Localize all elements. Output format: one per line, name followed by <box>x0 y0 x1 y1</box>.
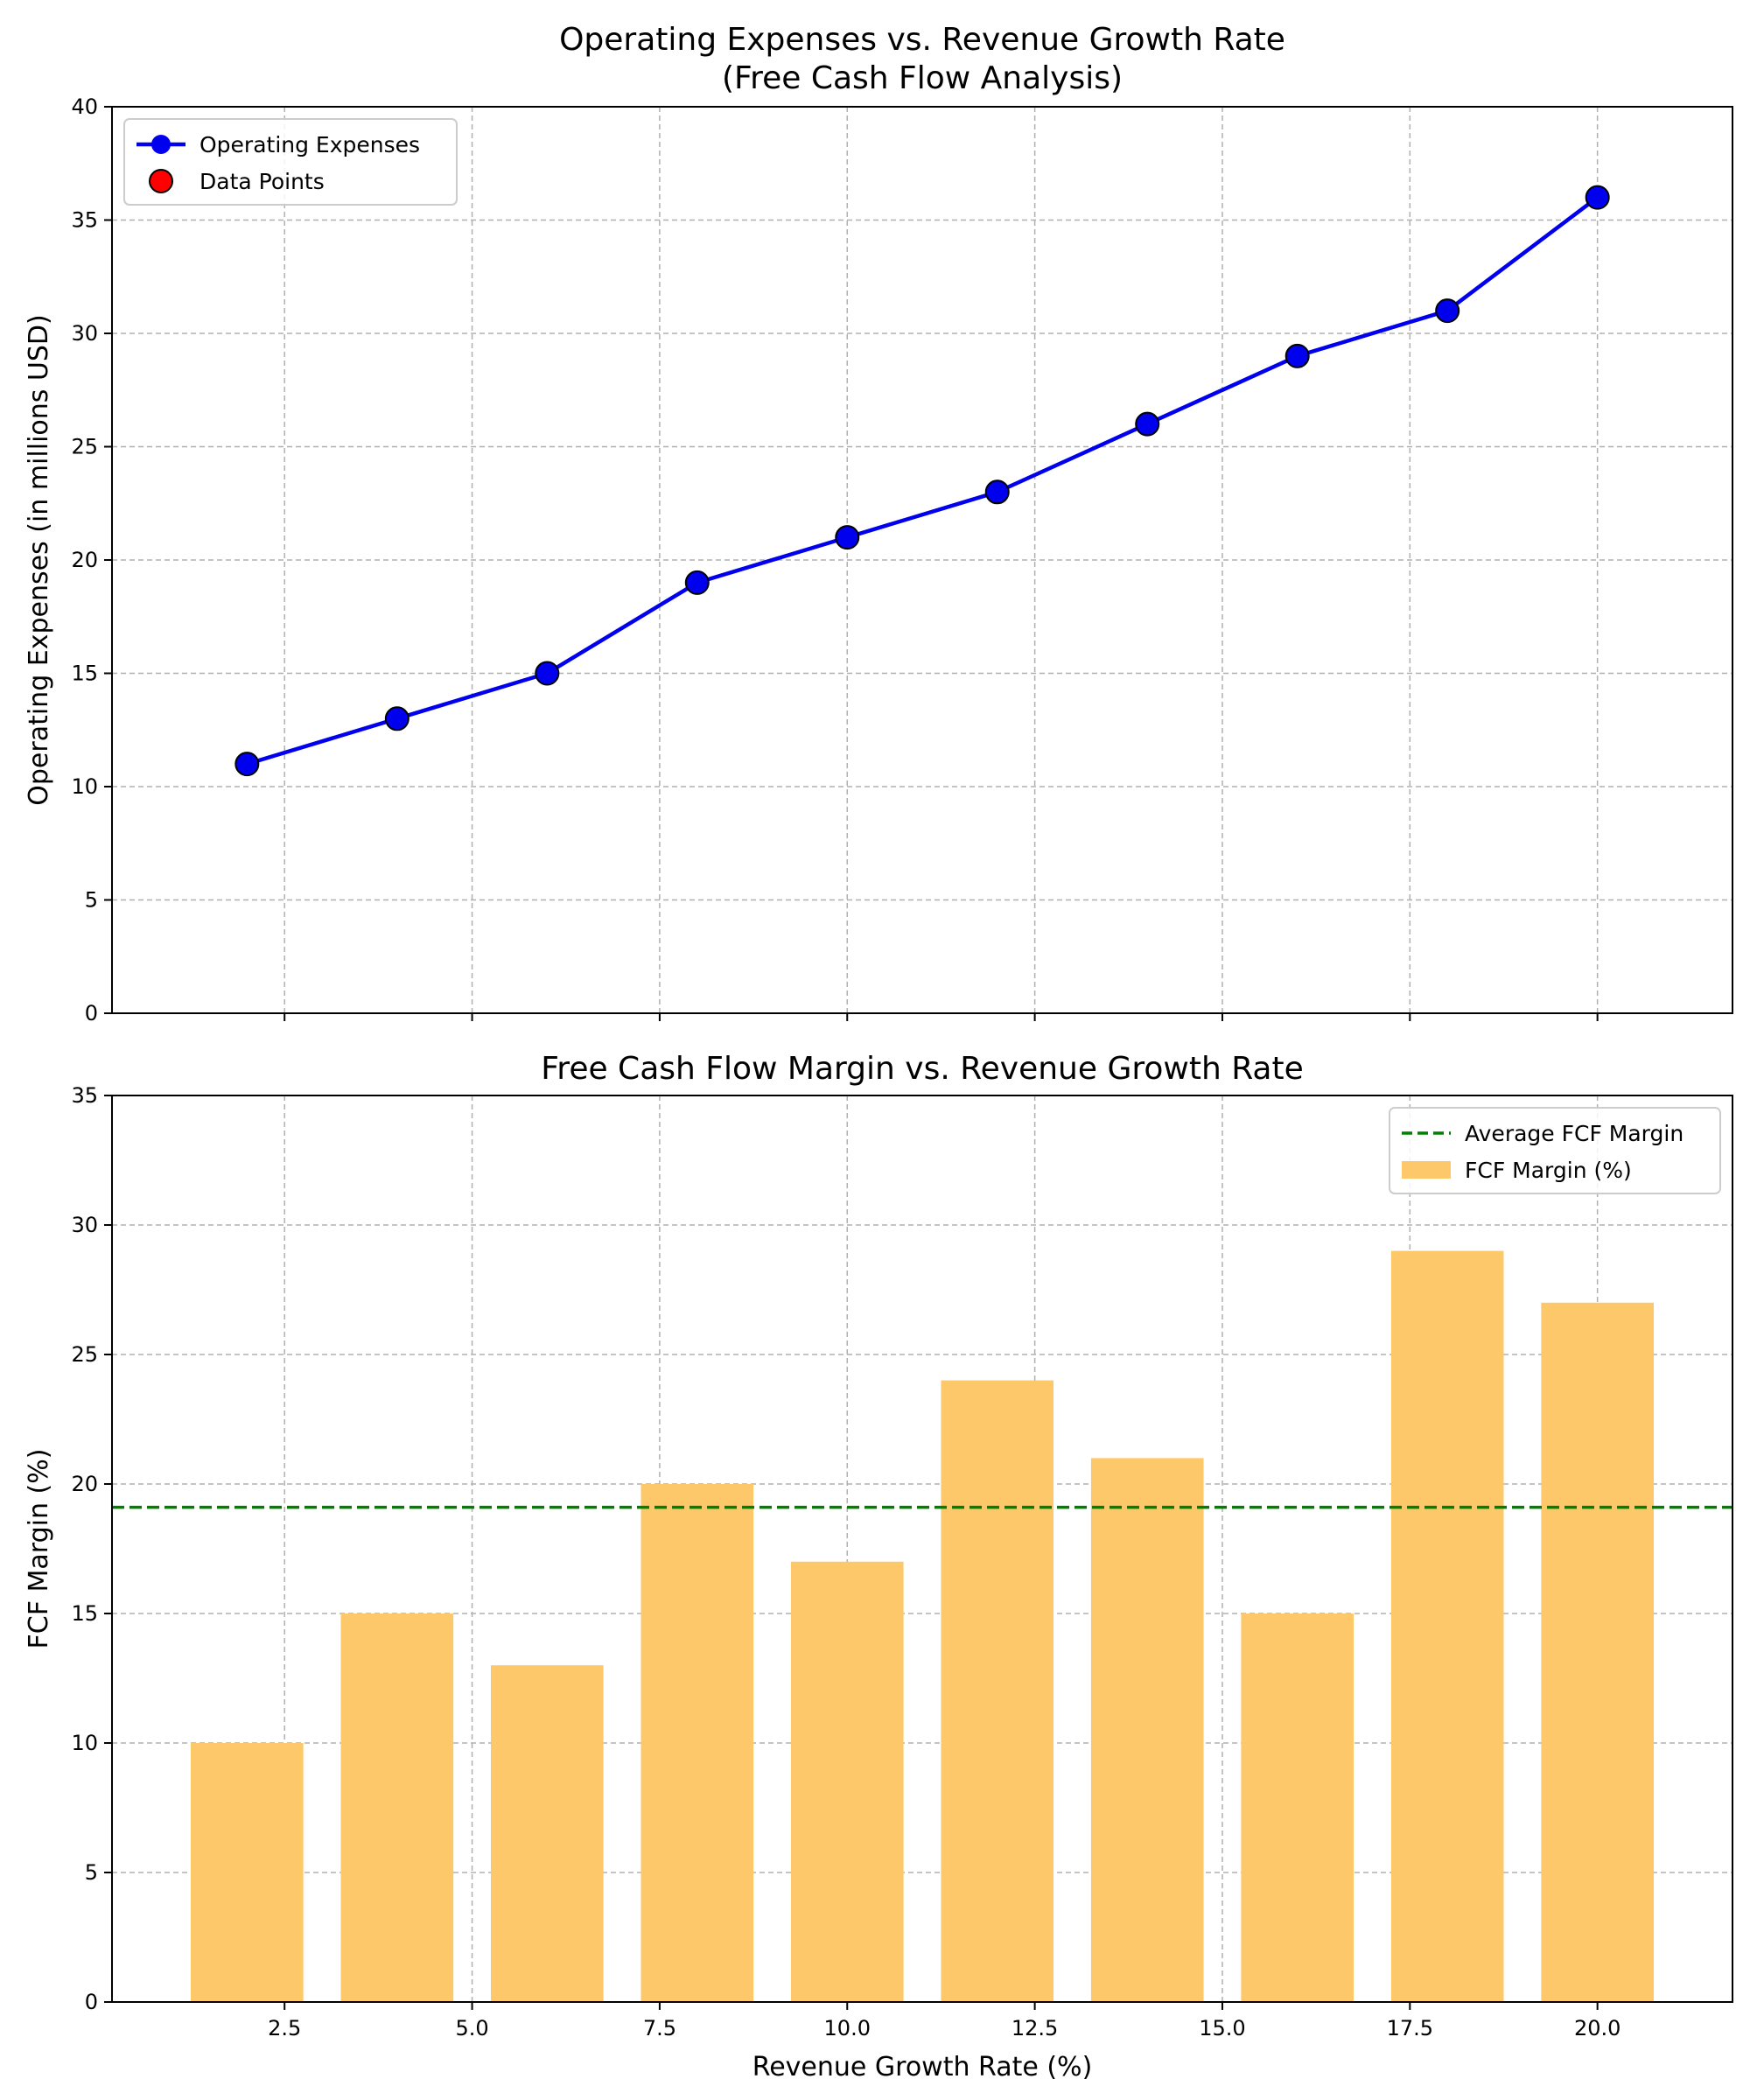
x-tick-label: 7.5 <box>643 2016 676 2040</box>
bar <box>340 1614 454 2002</box>
data-point <box>384 706 410 732</box>
y-tick-label: 15 <box>71 662 98 686</box>
legend-marker-swatch <box>149 169 173 193</box>
x-tick-label: 12.5 <box>1012 2016 1058 2040</box>
legend-label: Data Points <box>200 169 325 194</box>
data-point <box>684 570 710 595</box>
y-tick-label: 35 <box>71 1083 98 1108</box>
x-tick-label: 15.0 <box>1199 2016 1245 2040</box>
y-tick-label: 10 <box>71 774 98 799</box>
y-tick-label: 40 <box>71 94 98 119</box>
x-axis-ticks <box>284 1013 1599 1021</box>
y-tick-label: 5 <box>85 888 98 913</box>
y-tick-label: 35 <box>71 208 98 233</box>
y-axis-ticks: 0 5 10 15 20 25 30 35 <box>71 1083 112 2014</box>
legend-box <box>123 118 458 206</box>
chart-title-line: (Free Cash Flow Analysis) <box>722 60 1123 96</box>
legend-marker-swatch <box>151 135 171 154</box>
y-tick-label: 15 <box>71 1601 98 1626</box>
y-tick-label: 25 <box>71 435 98 459</box>
data-point <box>1284 343 1310 368</box>
x-tick-label: 2.5 <box>268 2016 301 2040</box>
y-tick-label: 25 <box>71 1342 98 1367</box>
bar <box>1090 1458 1204 2002</box>
y-tick-label: 20 <box>71 1472 98 1496</box>
x-tick-label: 17.5 <box>1387 2016 1433 2040</box>
x-tick-label: 20.0 <box>1574 2016 1620 2040</box>
operating-expenses-chart: 0 5 10 15 20 25 30 35 40 Operating Expenses vs. R… <box>24 22 1733 1026</box>
y-tick-label: 30 <box>71 321 98 346</box>
y-axis-ticks: 0 5 10 15 20 25 30 35 40 <box>71 94 112 1026</box>
y-tick-label: 10 <box>71 1731 98 1755</box>
legend: Operating Expenses Data Points <box>123 118 458 206</box>
fcf-margin-chart: 2.5 5.0 7.5 10.0 12.5 15.0 17.5 20.0 0 5 10 15 20 25 3… <box>24 1051 1733 2082</box>
plot-frame <box>111 1095 1733 2003</box>
bar <box>790 1561 904 2002</box>
chart-title: Operating Expenses vs. Revenue Growth Ra… <box>559 22 1285 96</box>
data-point <box>984 480 1010 505</box>
y-tick-label: 30 <box>71 1213 98 1237</box>
x-tick-label: 10.0 <box>824 2016 871 2040</box>
x-axis-label: Revenue Growth Rate (%) <box>752 2052 1093 2082</box>
legend-patch-swatch <box>1402 1161 1451 1179</box>
y-tick-label: 0 <box>85 1001 98 1026</box>
data-points <box>234 185 1610 777</box>
operating-expenses-line <box>246 195 1600 766</box>
data-point <box>1435 298 1460 324</box>
bar <box>941 1380 1054 2002</box>
data-point <box>1585 185 1610 210</box>
legend-label: Operating Expenses <box>200 132 420 158</box>
x-tick-label: 5.0 <box>455 2016 488 2040</box>
data-point <box>835 525 860 550</box>
bar <box>191 1743 304 2002</box>
legend-label: FCF Margin (%) <box>1465 1158 1632 1183</box>
legend-box <box>1389 1107 1721 1194</box>
data-point <box>234 752 260 777</box>
bar <box>490 1665 604 2002</box>
y-tick-label: 20 <box>71 548 98 572</box>
x-axis-ticks: 2.5 5.0 7.5 10.0 12.5 15.0 17.5 20.0 <box>268 2002 1620 2040</box>
bar <box>1390 1250 1504 2002</box>
legend: Average FCF Margin FCF Margin (%) <box>1389 1107 1721 1194</box>
data-point <box>535 661 560 686</box>
chart-title: Free Cash Flow Margin vs. Revenue Growth… <box>541 1051 1304 1087</box>
y-axis-label: FCF Margin (%) <box>24 1449 54 1649</box>
data-point <box>1135 411 1160 437</box>
y-tick-label: 0 <box>85 1990 98 2014</box>
bar <box>640 1484 754 2002</box>
chart-title-line: Free Cash Flow Margin vs. Revenue Growth… <box>541 1051 1304 1087</box>
y-tick-label: 5 <box>85 1860 98 1885</box>
bar <box>1541 1302 1654 2002</box>
legend-label: Average FCF Margin <box>1465 1121 1684 1146</box>
y-axis-label: Operating Expenses (in millions USD) <box>24 314 54 806</box>
bar <box>1241 1614 1354 2002</box>
bars <box>191 1250 1654 2002</box>
chart-title-line: Operating Expenses vs. Revenue Growth Ra… <box>559 22 1285 58</box>
